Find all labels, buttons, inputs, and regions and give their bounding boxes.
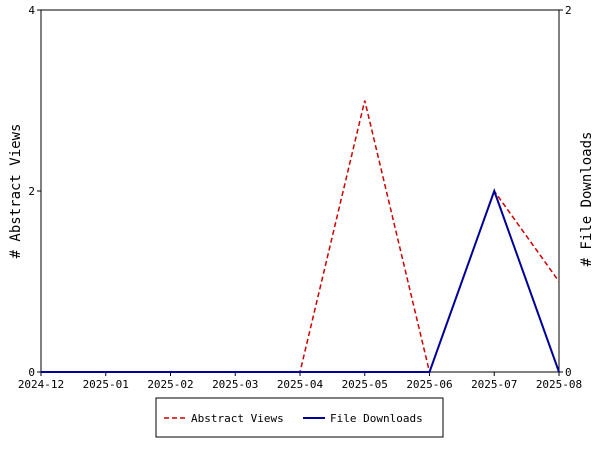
series-layer	[41, 100, 560, 375]
series-line-abstract-views	[41, 100, 560, 375]
x-tick-label: 2025-06	[406, 378, 452, 391]
y-axis-left-label: # Abstract Views	[8, 124, 24, 259]
legend-label-file-downloads: File Downloads	[330, 412, 423, 425]
y-left-tick-label: 2	[28, 185, 35, 198]
legend-box	[155, 397, 444, 438]
x-tick-label: 2025-02	[147, 378, 193, 391]
y-right-tick-label: 2	[565, 4, 572, 17]
x-tick-label: 2025-07	[471, 378, 517, 391]
x-axis: 2024-12 2025-01 2025-02 2025-03 2025-04 2025-…	[18, 372, 582, 391]
y-axis-left: 0 2 4	[28, 4, 41, 379]
plot-area	[40, 9, 560, 373]
x-tick-label: 2025-05	[342, 378, 388, 391]
y-left-tick-label: 0	[28, 366, 35, 379]
x-tick-label: 2025-04	[277, 378, 324, 391]
x-tick-label: 2025-08	[536, 378, 582, 391]
series-line-file-downloads	[41, 188, 560, 373]
legend: Abstract Views File Downloads	[155, 397, 444, 438]
x-tick-label: 2024-12	[18, 378, 64, 391]
y-axis-right-label: # File Downloads	[579, 132, 595, 267]
x-tick-label: 2025-01	[83, 378, 129, 391]
x-tick-label: 2025-03	[212, 378, 258, 391]
legend-label-abstract-views: Abstract Views	[191, 412, 284, 425]
y-left-tick-label: 4	[28, 4, 35, 17]
y-axis-right: 02	[559, 4, 572, 379]
y-right-tick-label: 0	[565, 366, 572, 379]
